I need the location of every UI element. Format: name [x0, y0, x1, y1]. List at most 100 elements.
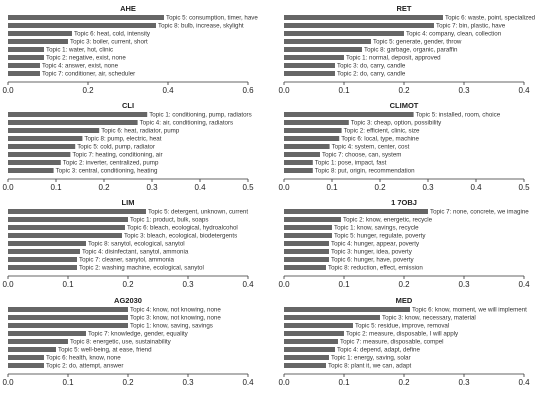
- tick-label: 0.1: [62, 378, 74, 387]
- tick-label: 0.0: [278, 280, 290, 289]
- tick-label: 0.5: [242, 183, 254, 192]
- tick-label: 0.1: [326, 183, 338, 192]
- bar-label: Topic 3: central, conditioning, heating: [56, 167, 158, 174]
- bar-label: Topic 4: answer, exist, none: [42, 62, 119, 69]
- bar-label: Topic 7: conditioner, air, scheduler: [42, 70, 135, 77]
- bar: [284, 39, 371, 44]
- tick-label: 0.2: [122, 280, 134, 289]
- bar-label: Topic 6: health, know, none: [46, 354, 121, 361]
- tick-label: 0.1: [62, 280, 74, 289]
- chart-title: AHE: [120, 4, 136, 13]
- bar: [8, 144, 76, 149]
- tick-label: 0.1: [338, 86, 350, 95]
- bar-label: Topic 2: negative, exist, none: [46, 54, 126, 61]
- bar-label: Topic 4: disinfectant, sanytol, ammonia: [82, 248, 189, 255]
- bar-label: Topic 5: cold, pump, radiator: [77, 143, 155, 150]
- tick-label: 0.4: [518, 280, 530, 289]
- bar: [284, 233, 332, 238]
- tick-label: 0.2: [98, 183, 110, 192]
- bar: [284, 23, 434, 28]
- bar-label: Topic 3: do, carry, candle: [337, 62, 406, 69]
- bar-label: Topic 1: product, bulk, soaps: [130, 216, 208, 223]
- bar-label: Topic 5: well-being, at ease, friend: [58, 346, 152, 353]
- tick-label: 0.6: [242, 86, 254, 95]
- tick-label: 0.0: [278, 86, 290, 95]
- bar: [284, 347, 335, 352]
- bar-label: Topic 5: generate, gender, throw: [373, 38, 462, 45]
- tick-label: 0.1: [338, 378, 350, 387]
- bar-label: Topic 7: knowledge, gender, equality: [88, 330, 189, 337]
- chart-title: AG2030: [114, 296, 142, 305]
- tick-label: 0.2: [82, 86, 94, 95]
- bar-label: Topic 4: know, not knowing, none: [130, 306, 221, 313]
- bar: [8, 233, 122, 238]
- bar: [8, 339, 68, 344]
- bar: [284, 128, 342, 133]
- bar: [8, 225, 125, 230]
- bar: [8, 47, 44, 52]
- bar: [8, 23, 156, 28]
- bar-label: Topic 5: residue, improve, removal: [355, 322, 449, 329]
- bar-label: Topic 6: heat, cold, intensity: [74, 30, 151, 37]
- bar: [284, 323, 353, 328]
- bar-label: Topic 3: bleach, ecological, biodetergen…: [124, 232, 237, 239]
- bar: [284, 55, 344, 60]
- bar-label: Topic 2: do, attempt, answer: [46, 362, 123, 369]
- bar-label: Topic 1: know, saving, savings: [130, 322, 213, 329]
- bar-label: Topic 7: cleaner, sanytol, ammonia: [79, 256, 174, 263]
- bar: [8, 55, 44, 60]
- bar: [8, 209, 146, 214]
- bar: [8, 315, 128, 320]
- tick-label: 0.3: [146, 183, 158, 192]
- bar: [8, 39, 68, 44]
- chart-title: MED: [396, 296, 413, 305]
- bar-label: Topic 7: none, concrete, we imagine: [430, 208, 529, 215]
- bar: [284, 63, 335, 68]
- bar-label: Topic 1: know, savings, recycle: [334, 224, 419, 231]
- tick-label: 0.2: [122, 378, 134, 387]
- bar: [284, 168, 313, 173]
- bar: [8, 355, 44, 360]
- bar-label: Topic 1: energy, saving, solar: [331, 354, 411, 361]
- bar: [8, 31, 72, 36]
- bar-label: Topic 5: installed, room, choice: [416, 111, 501, 118]
- tick-label: 0.4: [242, 280, 254, 289]
- bar: [8, 128, 100, 133]
- bar-label: Topic 8: reduction, effect, emission: [328, 264, 423, 271]
- tick-label: 0.2: [398, 280, 410, 289]
- tick-label: 0.1: [50, 183, 62, 192]
- tick-label: 0.4: [470, 183, 482, 192]
- bar: [8, 15, 164, 20]
- bar: [284, 355, 329, 360]
- chart-panel: AHE Topic 5: consumption, timer, have Topi…: [2, 4, 258, 95]
- tick-label: 0.0: [278, 378, 290, 387]
- bar-label: Topic 3: hunger, idea, poverty: [331, 248, 413, 255]
- bar-label: Topic 6: know, moment, we will implement: [412, 306, 527, 313]
- bar-label: Topic 1: water, hot, clinic: [46, 46, 113, 53]
- bar-label: Topic 6: waste, point, specialized: [445, 14, 536, 21]
- bar-label: Topic 5: consumption, timer, have: [166, 14, 258, 21]
- bar-label: Topic 8: pump, electric, heat: [84, 135, 161, 142]
- bar: [284, 339, 338, 344]
- tick-label: 0.0: [2, 280, 14, 289]
- bar-label: Topic 8: put, origin, recommendation: [315, 167, 415, 174]
- bar: [284, 217, 341, 222]
- bar: [284, 241, 329, 246]
- bar-label: Topic 5: hunger, regulate, poverty: [334, 232, 426, 239]
- bar-label: Topic 4: company, clean, collection: [406, 30, 502, 37]
- bar-label: Topic 5: detergent, unknown, current: [148, 208, 248, 215]
- bar-label: Topic 1: pose, impact, fast: [315, 159, 387, 166]
- bar-label: Topic 4: air, conditioning, radiators: [140, 119, 234, 126]
- bar: [284, 144, 330, 149]
- bar: [8, 152, 71, 157]
- bar: [284, 209, 428, 214]
- chart-panel: CLI Topic 1: conditioning, pump, radiator…: [2, 101, 254, 192]
- bar: [284, 47, 362, 52]
- chart-title: LIM: [122, 198, 135, 207]
- bar-label: Topic 8: sanytol, ecological, sanytol: [88, 240, 185, 247]
- tick-label: 0.2: [374, 183, 386, 192]
- bar: [8, 241, 86, 246]
- bar-label: Topic 2: measure, disposable, I will app…: [346, 330, 459, 337]
- bar: [8, 71, 40, 76]
